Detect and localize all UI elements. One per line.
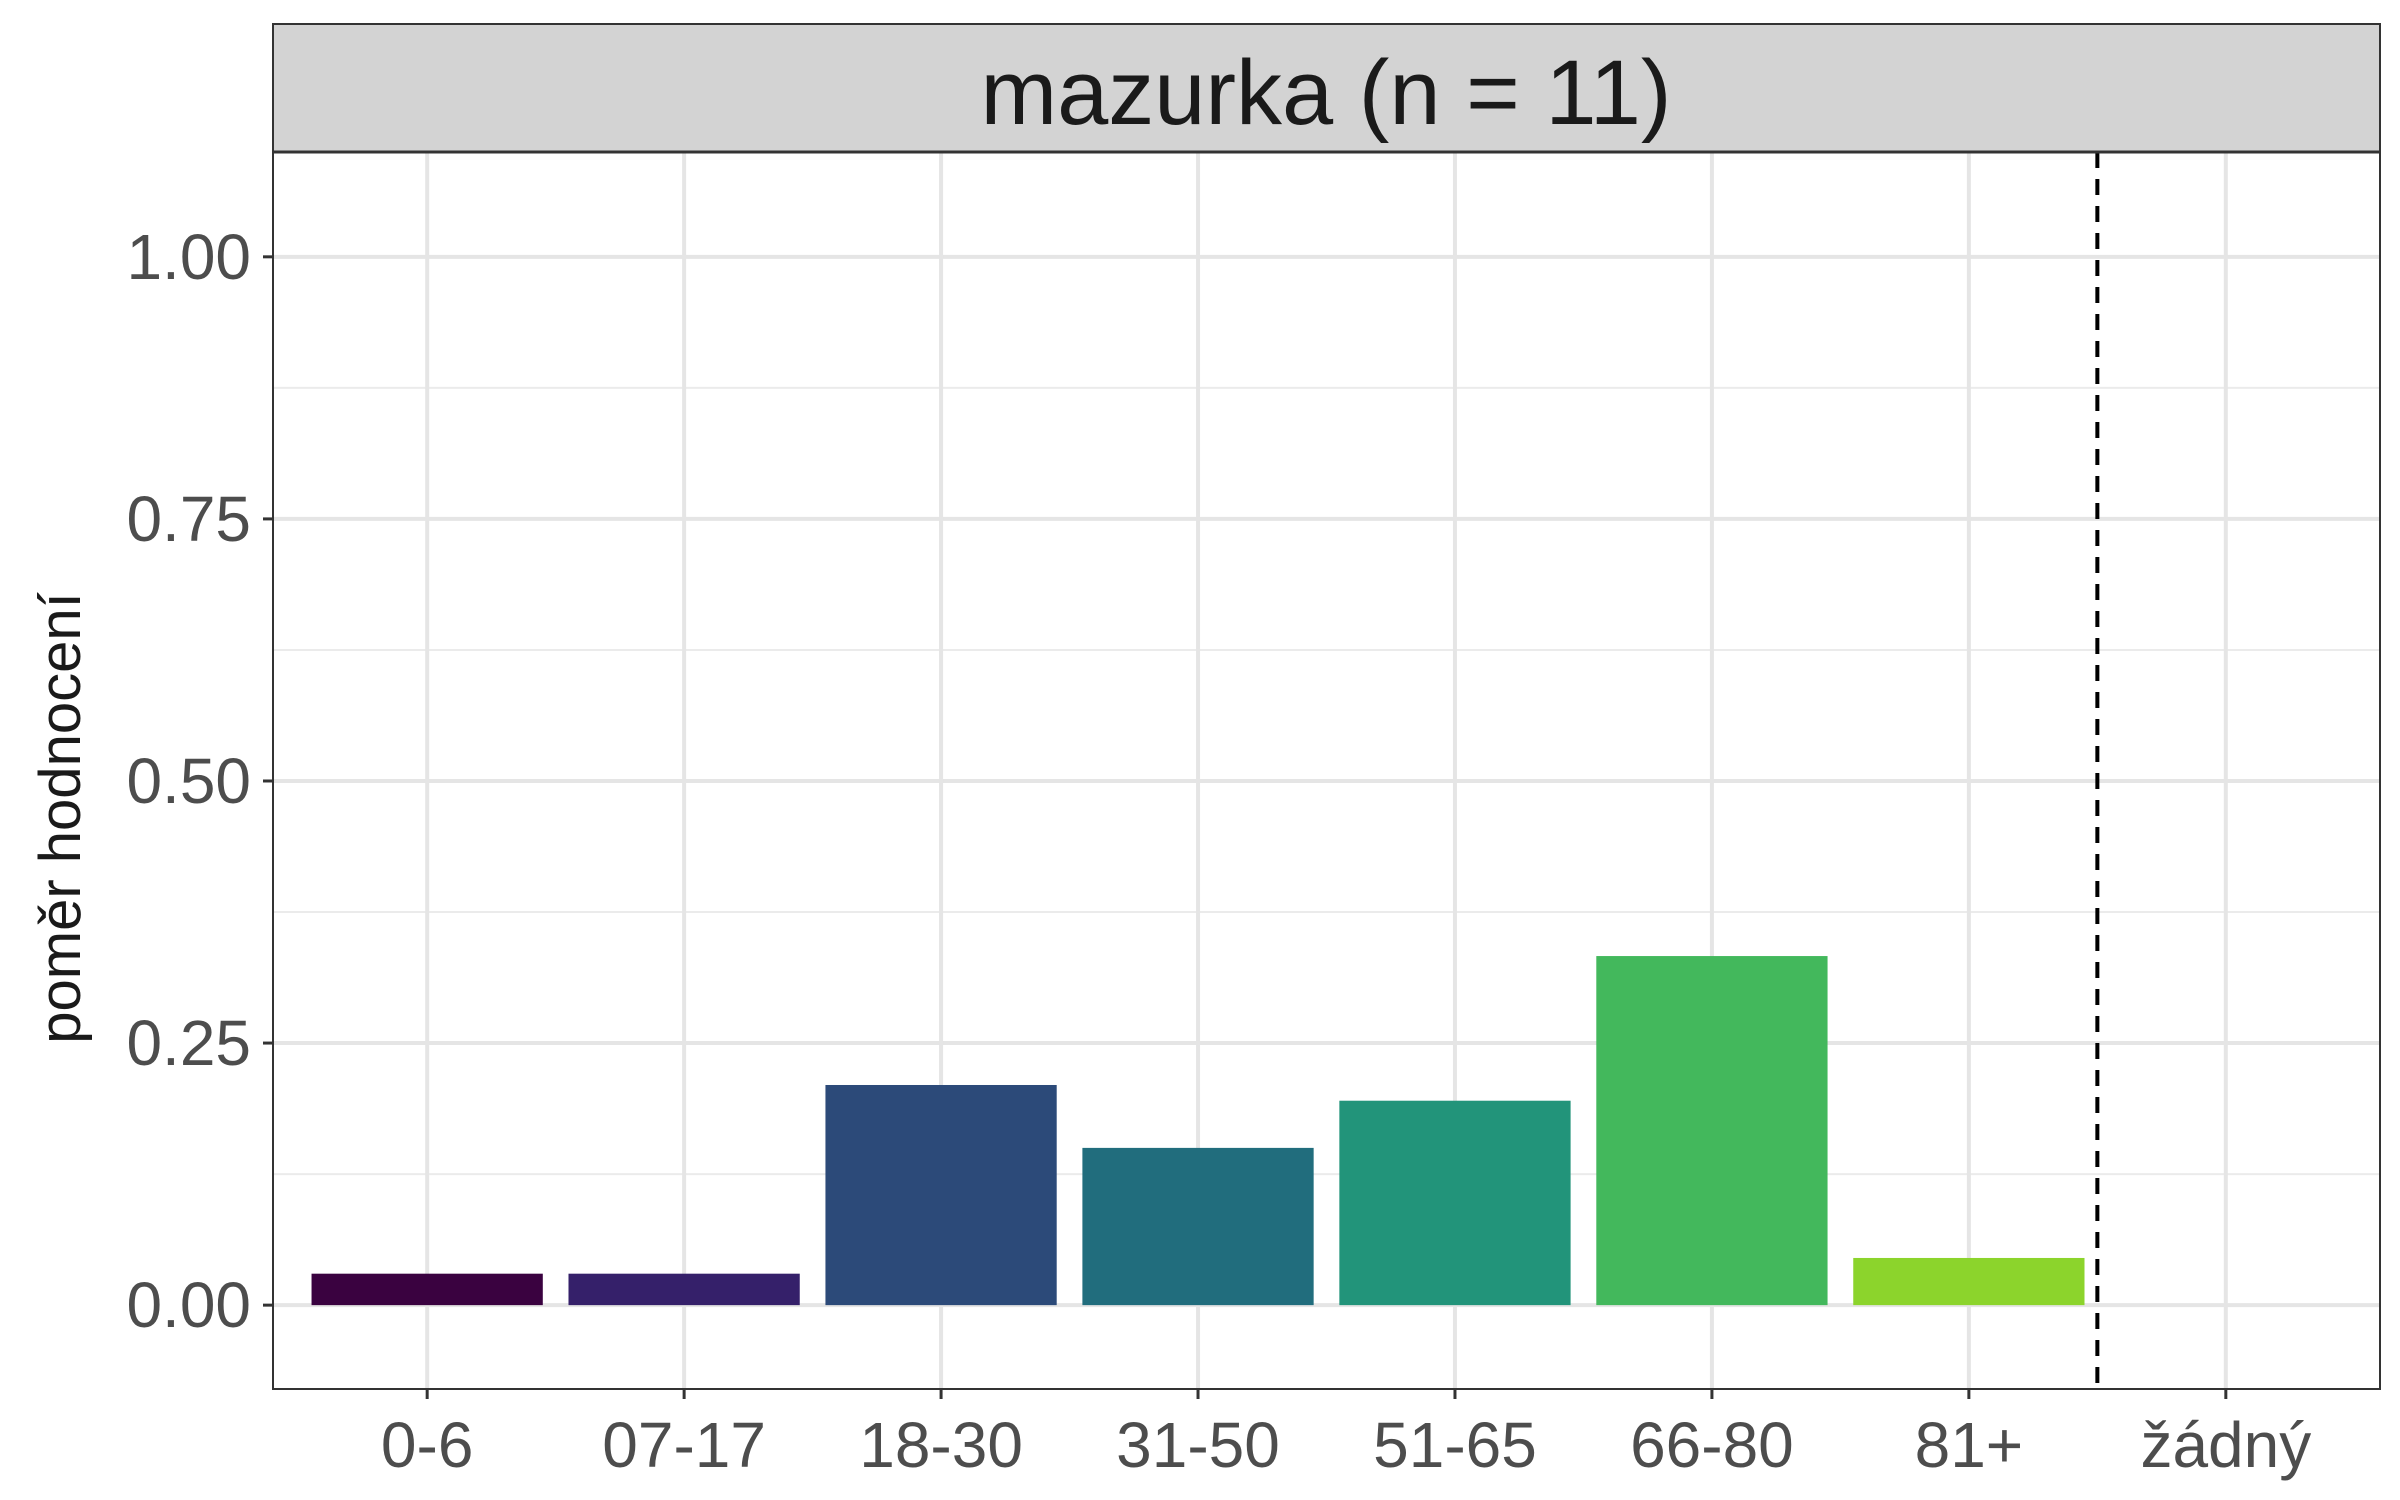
y-axis-title: poměr hodnocení (28, 592, 93, 1043)
x-tick-label: 0-6 (381, 1409, 474, 1481)
x-tick-label: 81+ (1915, 1409, 2024, 1481)
y-tick-label: 0.00 (126, 1269, 251, 1341)
facet-title: mazurka (n = 11) (980, 42, 1671, 144)
x-tick-label: 18-30 (859, 1409, 1023, 1481)
x-axis: 0-6 07-17 18-30 31-50 51-65 66-80 81+ žádný (381, 1389, 2311, 1481)
y-tick-label: 1.00 (126, 221, 251, 293)
bars (311, 956, 2085, 1306)
y-tick-label: 0.75 (126, 483, 251, 555)
x-tick-label: 66-80 (1630, 1409, 1794, 1481)
panel-border (272, 23, 2381, 1390)
grid (273, 152, 2380, 1389)
x-tick-label: 31-50 (1116, 1409, 1280, 1481)
x-tick-label: 51-65 (1373, 1409, 1537, 1481)
bar-07-17 (568, 1273, 800, 1306)
bar-66-80 (1596, 956, 1828, 1306)
x-tick-label: 07-17 (602, 1409, 766, 1481)
y-tick-label: 0.25 (126, 1007, 251, 1079)
bar-81+ (1853, 1257, 2085, 1306)
y-axis: 0.00 0.25 0.50 0.75 1.00 (126, 221, 273, 1341)
bar-51-65 (1339, 1100, 1571, 1306)
y-tick-label: 0.50 (126, 745, 251, 817)
x-tick-label: žádný (2140, 1409, 2311, 1481)
bar-0-6 (311, 1273, 543, 1306)
bar-18-30 (825, 1084, 1057, 1306)
bar-31-50 (1082, 1147, 1314, 1306)
strip-background (273, 24, 2380, 152)
